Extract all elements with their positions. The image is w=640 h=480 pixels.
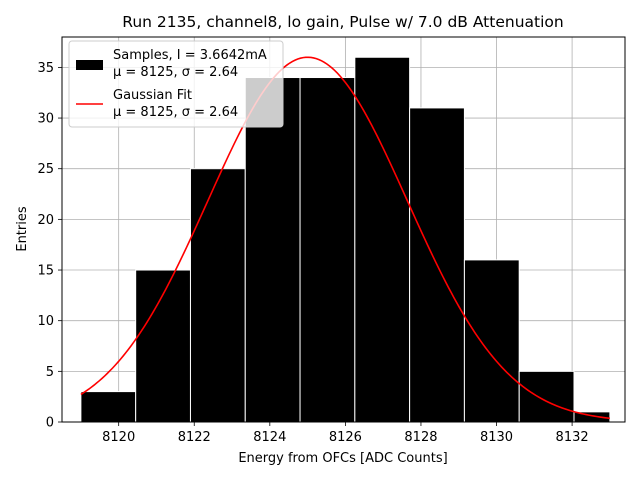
y-tick-label: 30 (37, 112, 54, 127)
y-tick-label: 15 (37, 264, 54, 279)
histogram-bar (354, 56, 411, 423)
legend-fit-label: Gaussian Fit (113, 88, 192, 103)
x-tick-label: 8122 (178, 430, 211, 445)
histogram-bar (189, 168, 246, 423)
gaussian-fit-curve (80, 56, 610, 420)
legend-histogram-stats: μ = 8125, σ = 2.64 (113, 65, 238, 80)
chart-title: Run 2135, channel8, lo gain, Pulse w/ 7.… (122, 13, 563, 31)
y-tick-label: 5 (46, 365, 54, 380)
legend-histogram-swatch (76, 60, 103, 70)
y-tick-label: 25 (37, 162, 54, 177)
y-axis-ticks: 0 5 10 15 20 25 30 35 (37, 61, 62, 431)
x-tick-label: 8132 (556, 430, 589, 445)
legend-histogram-label: Samples, I = 3.6642mA (113, 48, 267, 63)
y-tick-label: 20 (37, 213, 54, 228)
plot-frame (61, 36, 626, 423)
x-axis-label: Energy from OFCs [ADC Counts] (238, 451, 447, 466)
histogram-bar (80, 391, 137, 423)
legend-fit-stats: μ = 8125, σ = 2.64 (113, 105, 238, 120)
gaussian-fit-line (80, 56, 610, 420)
x-axis-ticks: 8120 8122 8124 8126 8128 8130 8132 (102, 422, 589, 445)
y-axis-label: Entries (15, 206, 30, 252)
y-tick-label: 10 (37, 314, 54, 329)
y-tick-label: 0 (46, 416, 54, 431)
legend-box (68, 40, 284, 128)
histogram-bar (518, 370, 575, 423)
x-tick-label: 8124 (253, 430, 286, 445)
histogram-bar (244, 77, 301, 423)
x-tick-label: 8128 (404, 430, 437, 445)
x-tick-label: 8126 (329, 430, 362, 445)
histogram-bar (299, 77, 356, 423)
x-tick-label: 8130 (480, 430, 513, 445)
legend: Samples, I = 3.6642mA μ = 8125, σ = 2.64… (68, 40, 284, 128)
x-tick-label: 8120 (102, 430, 135, 445)
y-tick-label: 35 (37, 61, 54, 76)
histogram-bar (463, 259, 520, 423)
histogram-bars (80, 56, 611, 423)
